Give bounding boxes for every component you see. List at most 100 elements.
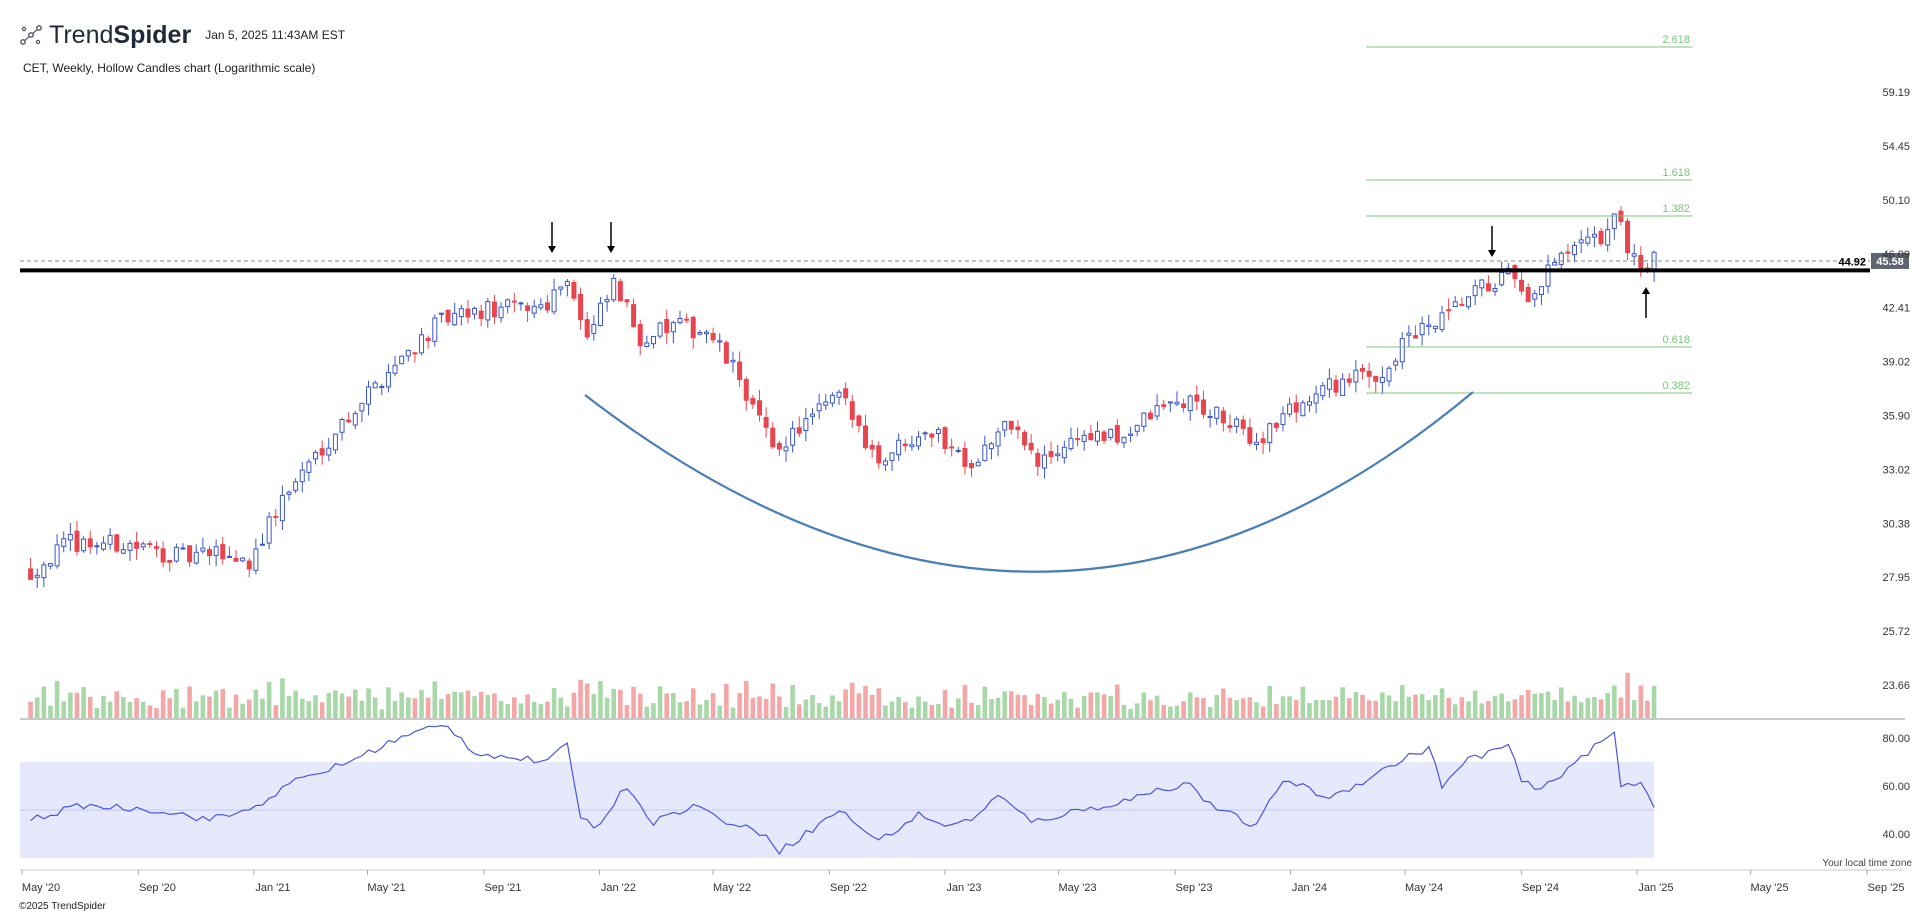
volume-bar bbox=[1486, 700, 1491, 718]
candle-body bbox=[644, 342, 650, 347]
volume-bar bbox=[671, 692, 676, 718]
candle-body bbox=[114, 534, 120, 552]
candle bbox=[1346, 373, 1352, 388]
candle bbox=[1181, 398, 1187, 413]
candle-body bbox=[1194, 394, 1200, 402]
brand-name-light: Trend bbox=[49, 20, 114, 49]
candle-body bbox=[1638, 254, 1644, 271]
volume-bar bbox=[1366, 700, 1372, 718]
candle bbox=[306, 458, 312, 482]
candle bbox=[233, 549, 239, 563]
candle-body bbox=[319, 448, 325, 456]
volume-bar bbox=[293, 690, 298, 718]
candle-body bbox=[988, 443, 994, 450]
candle bbox=[472, 306, 478, 320]
candle-body bbox=[233, 557, 239, 562]
volume-bar bbox=[631, 686, 636, 718]
candle bbox=[1287, 397, 1293, 418]
volume-bar bbox=[498, 700, 504, 718]
candle bbox=[1452, 296, 1458, 308]
time-tick: May '24 bbox=[1405, 882, 1443, 894]
volume-bar bbox=[690, 688, 696, 718]
volume-bar bbox=[1472, 690, 1478, 718]
candle-body bbox=[1161, 404, 1167, 408]
candle bbox=[147, 540, 153, 549]
candle-body bbox=[326, 447, 332, 456]
candle bbox=[796, 416, 802, 438]
volume-bar bbox=[750, 698, 756, 718]
candle-body bbox=[1167, 401, 1173, 404]
candle-body bbox=[1247, 427, 1253, 444]
candle-body bbox=[1393, 360, 1399, 366]
candle bbox=[1512, 263, 1518, 288]
candle bbox=[438, 312, 444, 323]
volume-bar bbox=[1260, 706, 1266, 718]
candle-body bbox=[518, 302, 524, 305]
timezone-note[interactable]: Your local time zone bbox=[1822, 858, 1912, 869]
candle-body bbox=[1485, 283, 1491, 292]
volume-bar bbox=[664, 693, 670, 718]
candle bbox=[856, 414, 862, 433]
volume-bar bbox=[1075, 707, 1080, 718]
candle bbox=[299, 462, 305, 493]
candle bbox=[902, 439, 908, 452]
candle-body bbox=[730, 359, 736, 363]
volume-bar bbox=[313, 695, 318, 718]
candle bbox=[657, 321, 663, 339]
candle bbox=[829, 392, 835, 407]
time-tick: May '20 bbox=[22, 882, 60, 894]
volume-bar bbox=[836, 701, 842, 718]
candle-body bbox=[1366, 370, 1372, 377]
candle bbox=[810, 408, 816, 425]
candle-body bbox=[273, 515, 279, 518]
candle bbox=[432, 314, 438, 347]
candle bbox=[425, 335, 431, 349]
volume-bar bbox=[584, 683, 590, 718]
candle-body bbox=[34, 574, 40, 578]
volume-bar bbox=[1307, 703, 1312, 718]
volume-bar bbox=[273, 705, 279, 718]
candle bbox=[551, 278, 557, 315]
volume-bar bbox=[465, 690, 471, 718]
volume-bar bbox=[955, 698, 961, 718]
candle bbox=[74, 520, 80, 556]
candle-body bbox=[631, 304, 637, 328]
candle-body bbox=[551, 289, 557, 313]
volume-bar bbox=[790, 685, 795, 718]
candle bbox=[637, 319, 643, 356]
candle bbox=[531, 299, 537, 319]
volume-bar bbox=[260, 698, 265, 718]
candle bbox=[1008, 420, 1014, 435]
candle-body bbox=[1300, 402, 1306, 417]
candle-body bbox=[1598, 230, 1604, 245]
volume-bar bbox=[61, 701, 67, 718]
candle-body bbox=[982, 444, 988, 462]
candle-body bbox=[1552, 261, 1558, 266]
fib-label: 1.618 bbox=[1662, 167, 1690, 179]
volume-bar bbox=[1095, 692, 1100, 718]
candle-body bbox=[491, 301, 497, 318]
candle bbox=[1538, 286, 1544, 305]
volume-bar bbox=[942, 689, 948, 718]
volume-bar bbox=[386, 687, 391, 718]
volume-bar bbox=[816, 703, 822, 718]
rsi-panel bbox=[20, 724, 1905, 871]
volume-bar bbox=[949, 707, 954, 718]
candle bbox=[723, 340, 729, 364]
candle-body bbox=[1293, 402, 1299, 413]
candle-body bbox=[226, 555, 232, 558]
volume-bar bbox=[1048, 703, 1054, 718]
candle bbox=[538, 298, 544, 311]
volume-bar bbox=[1459, 697, 1465, 718]
candle-body bbox=[902, 443, 908, 447]
candle-body bbox=[578, 293, 584, 321]
volume-bar bbox=[565, 706, 570, 718]
candle-body bbox=[1585, 236, 1591, 244]
candle-body bbox=[28, 568, 34, 580]
volume-bar bbox=[478, 692, 484, 718]
candle-body bbox=[458, 308, 464, 318]
candle-body bbox=[843, 388, 849, 399]
volume-bar bbox=[1598, 699, 1604, 718]
volume-bar bbox=[1055, 699, 1060, 718]
